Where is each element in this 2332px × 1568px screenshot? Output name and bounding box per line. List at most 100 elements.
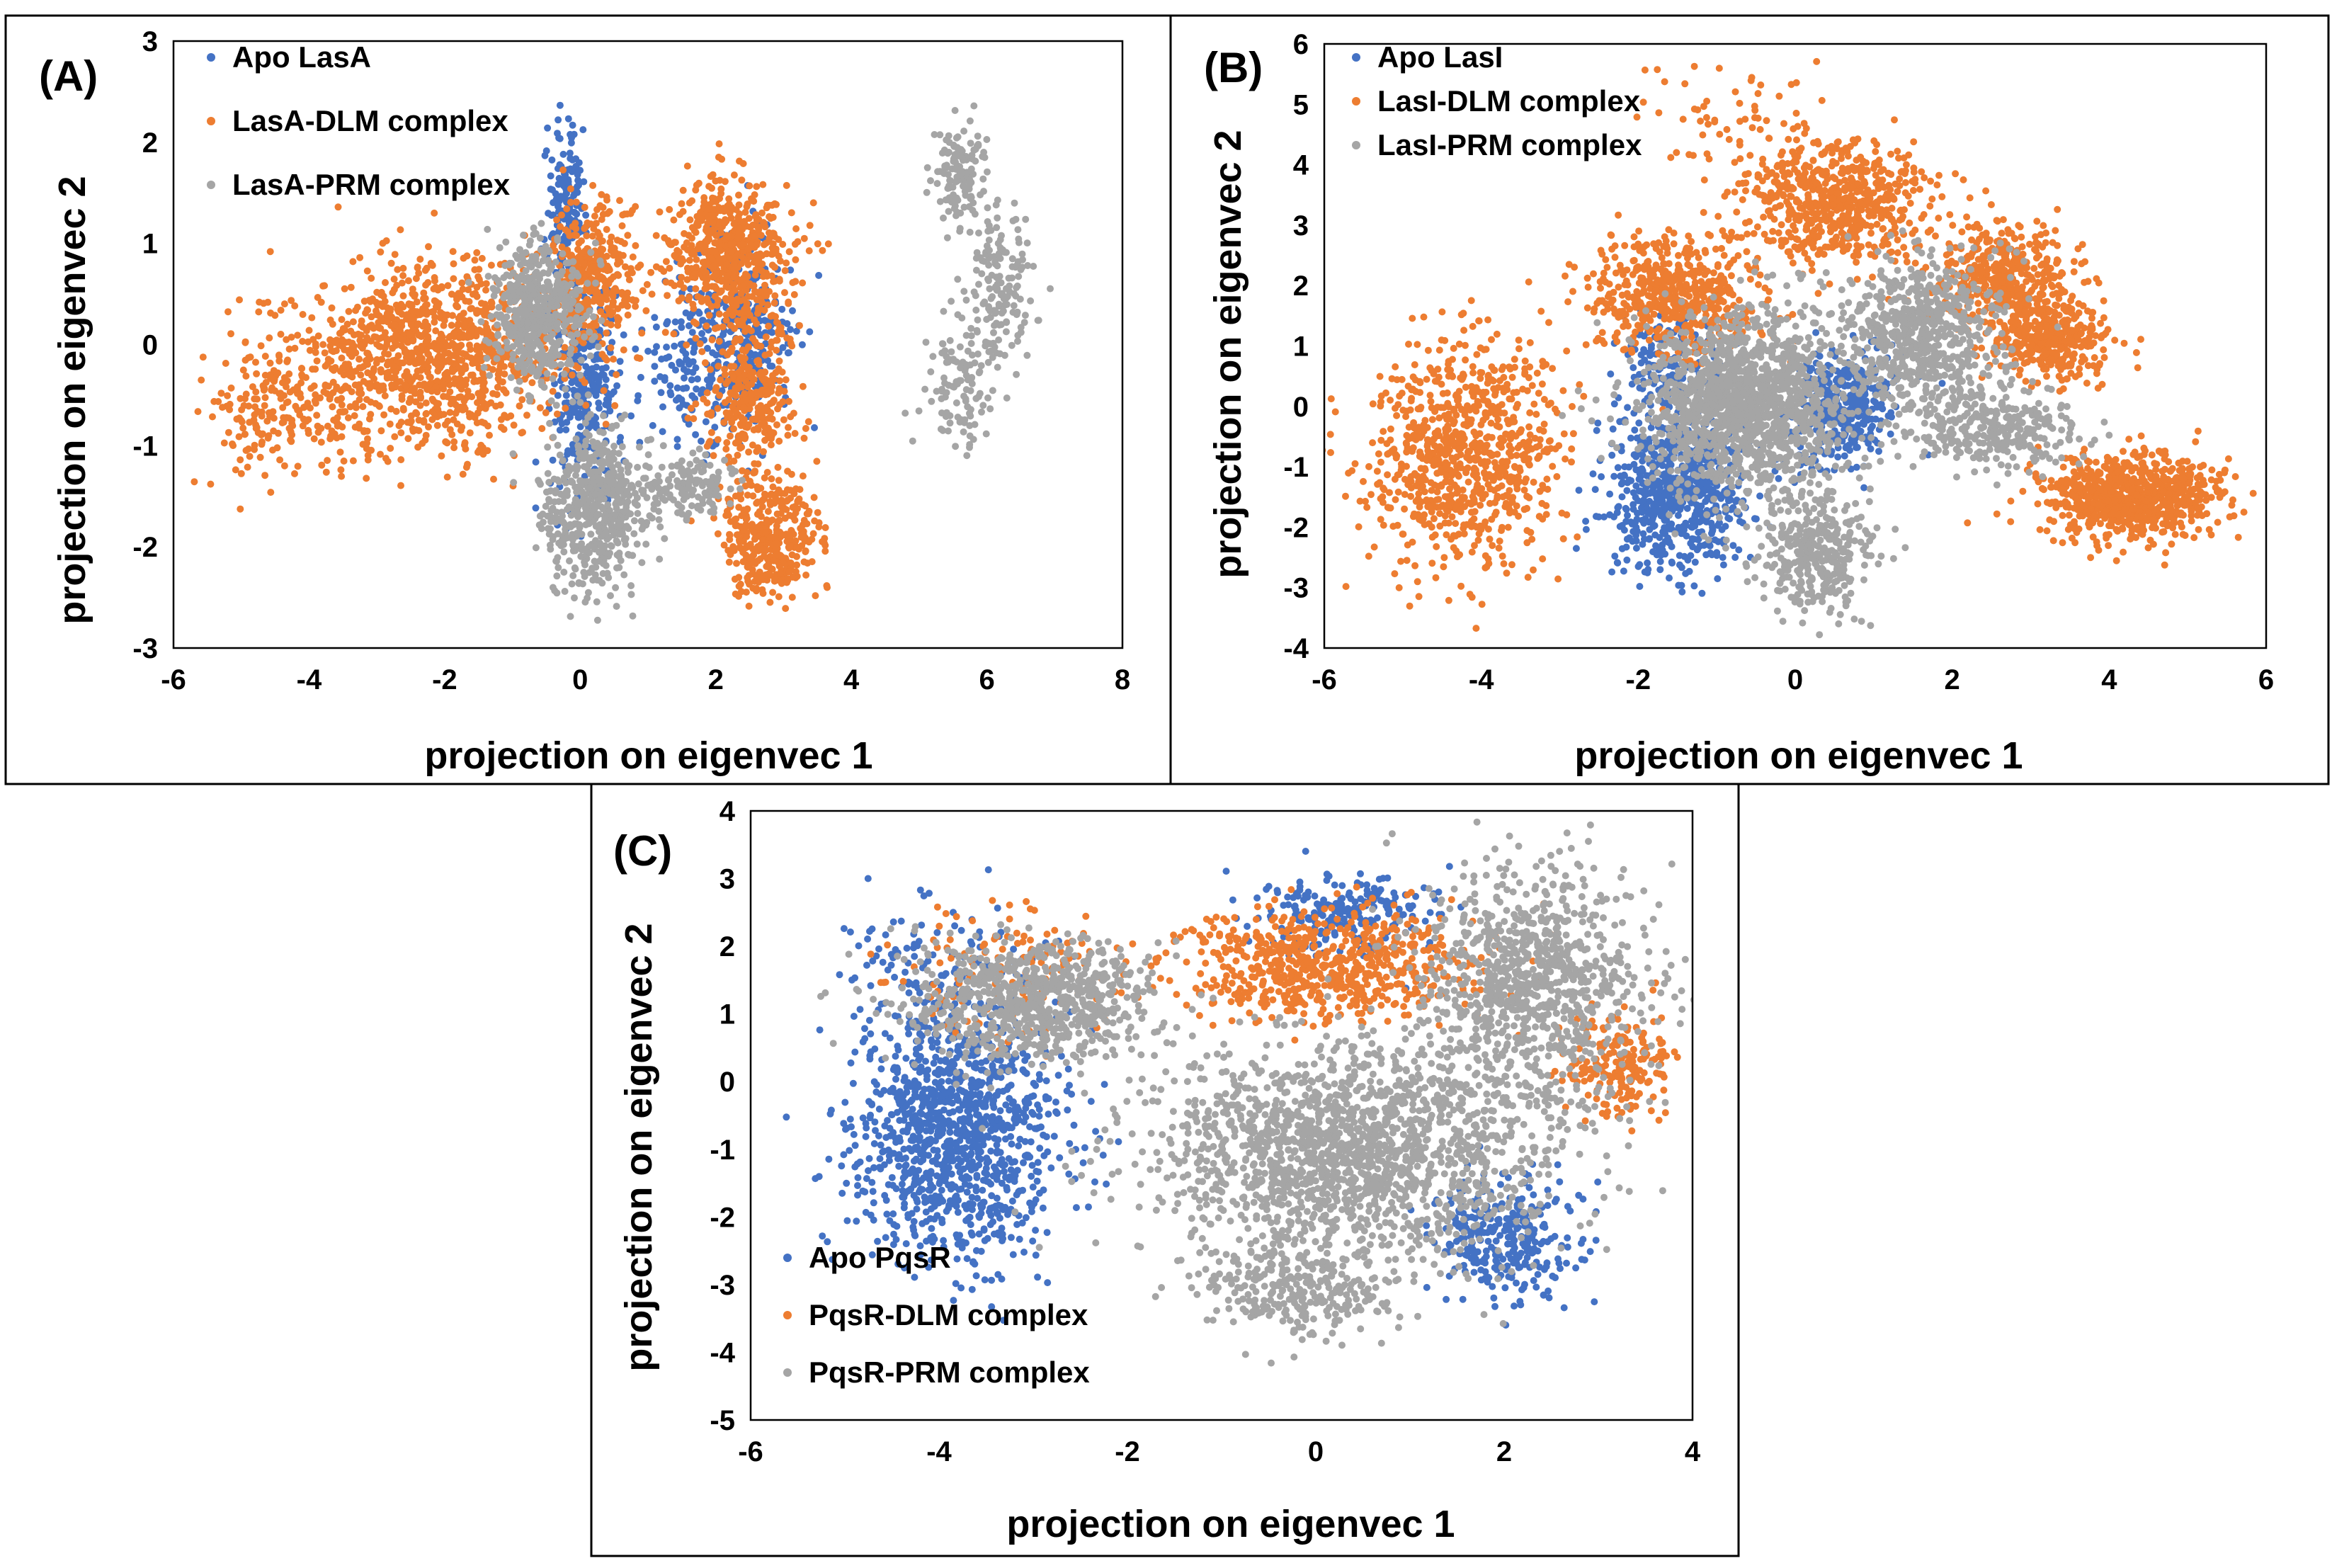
data-point — [623, 487, 631, 495]
data-point — [563, 283, 571, 290]
data-point — [569, 572, 577, 579]
data-point — [246, 353, 254, 361]
data-point — [758, 421, 766, 428]
data-point — [618, 289, 626, 296]
data-point — [683, 264, 691, 272]
data-point — [578, 540, 586, 547]
data-point — [617, 557, 625, 564]
data-point — [514, 280, 521, 288]
data-point — [728, 248, 736, 256]
data-point — [258, 441, 266, 448]
data-point — [614, 322, 622, 329]
data-point — [746, 372, 754, 380]
data-point — [264, 298, 272, 306]
data-point — [415, 427, 423, 434]
data-point — [683, 275, 691, 283]
data-point — [743, 396, 751, 404]
data-point — [739, 240, 746, 248]
data-point — [742, 516, 750, 523]
data-point — [549, 331, 556, 338]
data-point — [744, 505, 751, 513]
data-point — [613, 603, 620, 610]
data-point — [701, 285, 709, 292]
data-point — [732, 492, 739, 500]
data-point — [520, 285, 528, 292]
data-point — [544, 470, 552, 477]
data-point — [406, 394, 414, 402]
data-point — [408, 349, 416, 357]
data-point — [450, 444, 458, 452]
data-point — [607, 592, 614, 600]
data-point — [199, 353, 207, 361]
data-point — [476, 350, 484, 357]
data-point — [388, 335, 396, 343]
data-point — [347, 283, 355, 291]
data-point — [715, 204, 722, 211]
data-point — [693, 220, 701, 228]
data-point — [273, 444, 281, 452]
data-point — [742, 363, 750, 370]
data-point — [209, 413, 216, 421]
data-point — [743, 338, 751, 346]
data-point — [759, 589, 767, 597]
data-point — [533, 324, 540, 331]
data-point — [656, 477, 663, 485]
data-point — [578, 356, 585, 364]
data-point — [536, 512, 544, 520]
data-point — [578, 237, 585, 245]
data-point — [532, 255, 540, 263]
data-point — [476, 404, 484, 412]
data-point — [553, 302, 561, 309]
data-point — [799, 382, 807, 390]
data-point — [270, 414, 278, 422]
data-point — [503, 313, 511, 321]
data-point — [582, 402, 590, 409]
data-point — [596, 257, 604, 265]
data-point — [258, 412, 266, 420]
data-point — [574, 246, 581, 254]
data-point — [805, 247, 813, 255]
data-point — [643, 280, 651, 288]
data-point — [431, 209, 438, 217]
data-point — [755, 578, 762, 586]
data-point — [712, 384, 720, 392]
data-point — [736, 543, 744, 551]
data-point — [591, 504, 599, 512]
data-point — [494, 287, 501, 294]
data-point — [559, 250, 567, 258]
data-point — [252, 388, 260, 396]
data-point — [775, 385, 783, 392]
data-point — [685, 322, 693, 329]
data-point — [398, 279, 406, 287]
data-point — [297, 379, 305, 387]
data-point — [391, 433, 399, 441]
data-point — [673, 384, 681, 392]
data-point — [598, 545, 606, 552]
data-point — [546, 419, 554, 427]
data-point — [455, 348, 462, 356]
data-point — [477, 318, 485, 326]
data-point — [593, 468, 601, 476]
data-point — [510, 479, 518, 487]
data-point — [487, 298, 495, 306]
data-point — [493, 341, 501, 348]
data-point — [446, 388, 454, 396]
data-point — [692, 431, 700, 438]
data-point — [465, 278, 472, 286]
data-point — [635, 263, 642, 271]
data-point — [414, 264, 421, 272]
data-point — [240, 402, 248, 409]
data-point — [731, 575, 739, 583]
data-point — [639, 287, 647, 295]
data-point — [700, 395, 707, 403]
data-point — [754, 329, 762, 336]
data-point — [632, 302, 639, 310]
data-point — [567, 331, 574, 339]
data-point — [705, 183, 713, 191]
data-point — [683, 513, 690, 521]
data-point — [484, 422, 491, 430]
data-point — [518, 396, 526, 404]
data-point — [703, 322, 710, 330]
data-point — [443, 473, 451, 481]
data-point — [548, 362, 556, 370]
